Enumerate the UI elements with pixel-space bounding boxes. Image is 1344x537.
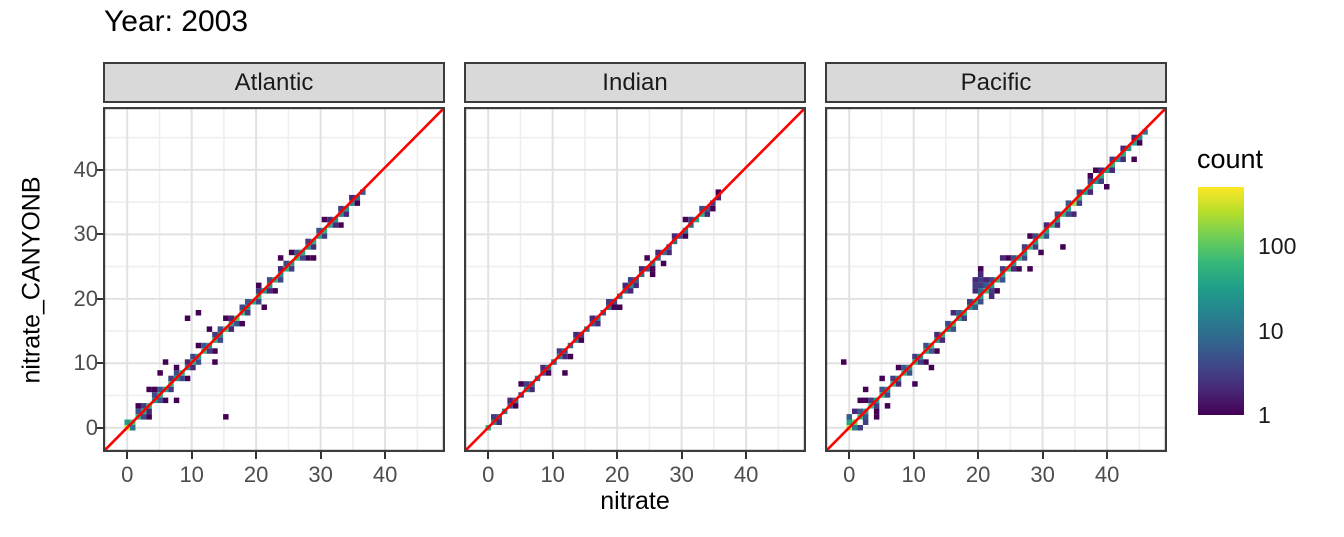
legend-colorbar <box>1198 187 1244 415</box>
x-tick-label: 30 <box>1030 462 1055 487</box>
x-tick-label: 30 <box>308 462 333 487</box>
x-tick-mark <box>190 452 193 459</box>
y-tick-label: 30 <box>73 221 98 247</box>
y-tick-mark <box>96 426 103 429</box>
x-tick-label: 40 <box>733 462 759 487</box>
x-tick-label: 10 <box>540 462 565 487</box>
x-tick-label: 20 <box>604 462 630 487</box>
x-tick-mark <box>551 452 554 459</box>
x-tick-mark <box>1041 452 1044 459</box>
y-tick-mark <box>96 297 103 300</box>
legend-tick-label: 10 <box>1258 317 1284 344</box>
x-tick-mark <box>1106 452 1109 459</box>
x-tick-mark <box>616 452 619 459</box>
x-tick-label: 40 <box>1094 462 1120 487</box>
y-tick-label: 10 <box>73 350 98 376</box>
x-tick-mark <box>384 452 387 459</box>
x-axis-title: nitrate <box>600 487 670 515</box>
facet-strip-atlantic: Atlantic <box>103 62 445 103</box>
y-tick-label: 20 <box>73 285 98 311</box>
panel-atlantic <box>99 103 449 456</box>
panel-pacific <box>821 103 1171 456</box>
facet-strip-indian: Indian <box>464 62 806 103</box>
legend-tick-label: 1 <box>1258 402 1271 428</box>
legend-tick-label: 100 <box>1258 233 1297 259</box>
y-axis-title: nitrate_CANYONB <box>17 176 46 384</box>
x-tick-label: 0 <box>121 462 134 487</box>
facet-strip-label: Indian <box>602 68 668 96</box>
y-tick-label: 0 <box>85 414 98 440</box>
x-tick-mark <box>126 452 129 459</box>
facet-strip-label: Atlantic <box>234 68 314 96</box>
panel-canvas-atlantic <box>99 103 449 456</box>
x-tick-mark <box>912 452 915 459</box>
x-tick-mark <box>319 452 322 459</box>
y-tick-mark <box>96 362 103 365</box>
x-tick-mark <box>745 452 748 459</box>
x-tick-label: 0 <box>482 462 495 487</box>
x-tick-label: 10 <box>901 462 926 487</box>
x-tick-label: 0 <box>843 462 856 487</box>
x-tick-mark <box>487 452 490 459</box>
y-tick-label: 40 <box>73 156 98 182</box>
x-tick-mark <box>848 452 851 459</box>
facet-strip-label: Pacific <box>960 68 1032 96</box>
x-tick-label: 20 <box>965 462 991 487</box>
x-tick-label: 30 <box>669 462 694 487</box>
plot-title: Year: 2003 <box>104 5 249 38</box>
x-tick-mark <box>255 452 258 459</box>
x-tick-label: 20 <box>243 462 269 487</box>
y-tick-mark <box>96 233 103 236</box>
facet-strip-pacific: Pacific <box>825 62 1167 103</box>
panel-canvas-pacific <box>821 103 1171 456</box>
x-tick-label: 40 <box>372 462 398 487</box>
x-tick-mark <box>977 452 980 459</box>
y-tick-mark <box>96 168 103 171</box>
legend-title: count <box>1197 144 1264 174</box>
panel-canvas-indian <box>460 103 810 456</box>
x-tick-label: 10 <box>179 462 204 487</box>
x-tick-mark <box>680 452 683 459</box>
panel-indian <box>460 103 810 456</box>
